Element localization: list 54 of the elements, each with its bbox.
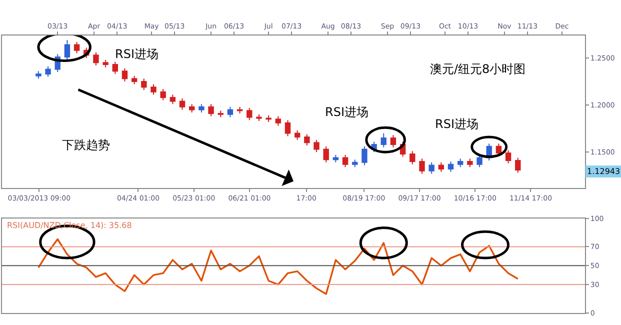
candlestick [170,94,176,105]
annotation: 澳元/纽元8小时图 [430,62,526,76]
candlestick [246,107,252,121]
candlestick [515,157,521,174]
candlestick [342,154,348,168]
annotation: 下跌趋势 [62,138,110,152]
candlestick [467,158,473,168]
candlestick [189,104,195,114]
candlestick [458,158,464,168]
chart-title: RSI(AUD/NZD,Close, 14): 35.68 [7,221,132,230]
candlestick [284,120,291,137]
candlestick [390,134,396,148]
candlestick [160,88,166,101]
candlestick [380,132,386,148]
candlestick [102,59,108,68]
annotation: RSI进场 [435,117,478,131]
candlestick [266,114,272,122]
candlestick [74,41,80,54]
candlestick [93,52,99,66]
candlestick [256,114,262,122]
candlestick [304,134,310,146]
candlestick [227,106,234,118]
candlestick [45,66,51,78]
candlestick [294,130,300,140]
candlestick [438,162,444,172]
candlestick [314,139,320,153]
candlestick [496,143,502,156]
candlestick [323,146,329,163]
candlestick [236,106,243,114]
candlestick [476,154,482,168]
candlestick [218,110,224,118]
annotation: 1.12943 [587,167,620,176]
candlestick [64,40,70,60]
candlestick [428,162,434,174]
candlestick [352,159,358,168]
candlestick [179,98,186,110]
annotation: RSI进场 [115,47,158,61]
candlestick [505,150,512,164]
candlestick [410,150,416,165]
candlestick [362,146,368,166]
candlestick [150,84,156,96]
candlestick [112,61,118,74]
candlestick [198,104,204,114]
candlestick [448,160,454,172]
candlestick [275,116,282,126]
line-series [38,238,519,295]
candlestick [36,70,42,80]
candlestick [419,158,425,174]
annotation: RSI进场 [325,105,368,119]
candlestick [141,78,147,90]
candlestick [208,104,214,117]
candlestick [131,75,138,85]
candlestick [122,68,128,82]
candlestick [332,154,339,163]
